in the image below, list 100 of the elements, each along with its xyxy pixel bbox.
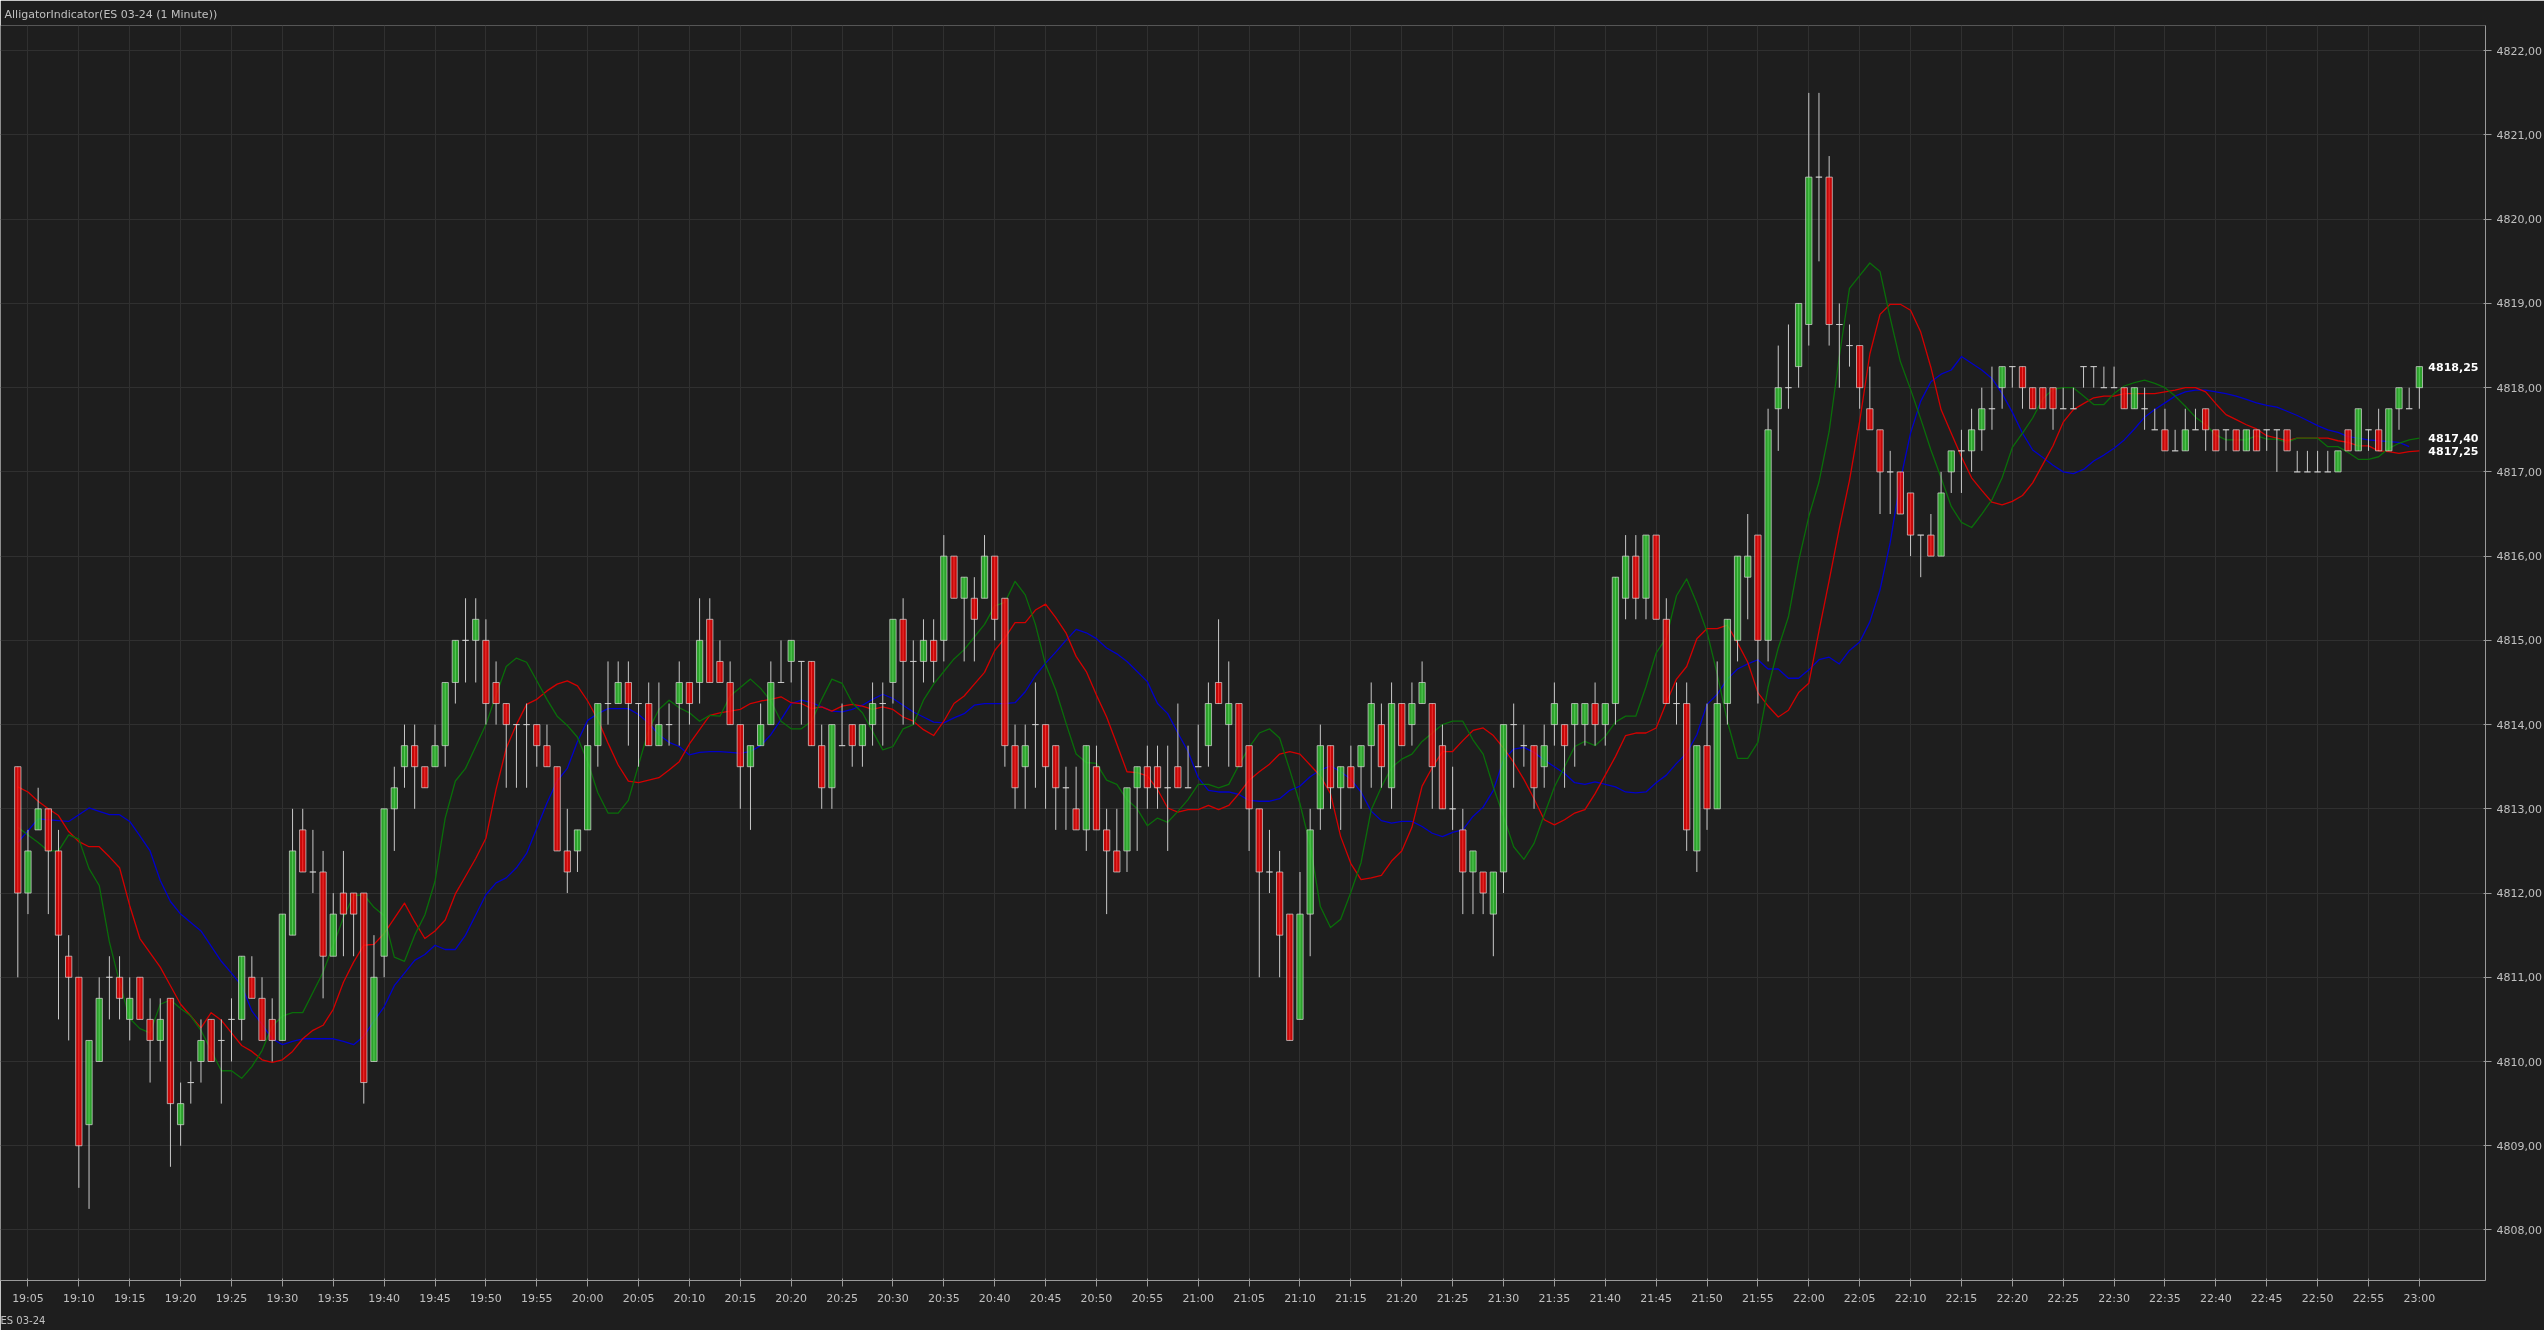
candlestick [685, 681, 694, 726]
candlestick [339, 850, 348, 957]
y-tick-label: 4820,00 [2496, 213, 2542, 227]
candlestick [1957, 429, 1966, 494]
x-tick-label: 21:15 [1335, 1291, 1367, 1305]
candlestick [2334, 450, 2342, 473]
x-tick-label: 22:30 [2098, 1291, 2130, 1305]
candlestick [868, 681, 877, 747]
x-tick-label: 22:15 [1945, 1291, 1978, 1305]
candlestick [431, 724, 439, 768]
candlestick [2415, 366, 2424, 410]
candlestick [970, 576, 979, 662]
x-tick-label: 21:35 [1538, 1291, 1571, 1305]
candlestick [1102, 808, 1111, 915]
candlestick [126, 976, 134, 1041]
candlestick [349, 892, 358, 957]
candlestick [2252, 429, 2261, 452]
x-tick-label: 21:30 [1487, 1291, 1520, 1305]
candlestick [1265, 829, 1274, 894]
candlestick [1601, 703, 1609, 747]
candlestick [2283, 429, 2291, 452]
candlestick [1866, 366, 1874, 431]
y-tick-label: 4812,00 [2496, 887, 2542, 901]
candlestick [563, 808, 571, 894]
candlestick [960, 576, 968, 662]
candlestick [1337, 766, 1345, 831]
candlestick [2120, 387, 2128, 410]
candlestick [502, 703, 510, 789]
candlestick [1418, 660, 1426, 705]
x-tick-label: 19:05 [12, 1291, 44, 1305]
candlestick [146, 997, 154, 1084]
candlestick [655, 681, 663, 747]
candlestick [2303, 450, 2312, 473]
x-tick-label: 22:45 [2250, 1291, 2283, 1305]
candlestick [746, 745, 755, 831]
x-tick-label: 23:00 [2403, 1291, 2436, 1305]
x-tick-label: 21:40 [1589, 1291, 1622, 1305]
candlestick [309, 829, 317, 894]
candlestick [757, 703, 765, 747]
y-tick-label: 4822,00 [2496, 44, 2542, 58]
x-tick-label: 19:50 [470, 1291, 502, 1305]
candlestick [2130, 387, 2139, 410]
candlestick [543, 724, 551, 768]
x-tick-label: 21:05 [1233, 1291, 1265, 1305]
x-tick-label: 19:15 [113, 1291, 146, 1305]
candlestick [2181, 408, 2189, 452]
x-tick-label: 20:25 [826, 1291, 858, 1305]
candlestick [1174, 703, 1182, 789]
candlestick [1347, 745, 1355, 789]
x-tick-label: 20:45 [1029, 1291, 1062, 1305]
candlestick [268, 997, 276, 1063]
candlestick [2242, 429, 2251, 452]
candlestick [2395, 387, 2403, 431]
candlestick [1581, 703, 1589, 747]
x-tick-label: 19:55 [520, 1291, 553, 1305]
candlestick [1408, 681, 1416, 747]
candlestick [573, 829, 582, 873]
x-tick-label: 22:40 [2199, 1291, 2232, 1305]
candlestick [1225, 660, 1233, 768]
candlestick [1591, 681, 1599, 747]
x-tick-label: 22:20 [1996, 1291, 2029, 1305]
x-tick-label: 20:15 [724, 1291, 757, 1305]
x-tick-label: 22:00 [1792, 1291, 1825, 1305]
candlestick [1744, 513, 1752, 620]
y-tick-label: 4808,00 [2496, 1223, 2542, 1237]
x-tick-label: 21:10 [1284, 1291, 1316, 1305]
chart-title: AlligatorIndicator(ES 03-24 (1 Minute)) [4, 7, 218, 21]
x-tick-label: 22:25 [2047, 1291, 2080, 1305]
candlestick [1113, 808, 1121, 873]
candlestick [2039, 387, 2047, 410]
annotation: 4818,25 [2428, 360, 2479, 374]
candlestick [1571, 703, 1579, 768]
x-tick-label: 20:05 [622, 1291, 655, 1305]
x-tick-label: 19:25 [215, 1291, 248, 1305]
candlestick [2018, 366, 2027, 410]
y-tick-label: 4816,00 [2496, 550, 2542, 564]
candlestick [472, 597, 480, 683]
candlestick [1927, 513, 1935, 557]
x-tick-label: 19:10 [63, 1291, 95, 1305]
candlestick [1560, 724, 1569, 789]
candlestick [65, 934, 73, 1041]
x-tick-label: 20:50 [1080, 1291, 1113, 1305]
x-tick-label: 20:00 [571, 1291, 604, 1305]
candlestick [492, 660, 500, 726]
annotation: 4817,25 [2428, 444, 2479, 458]
candlestick [919, 618, 928, 683]
candlestick [2232, 429, 2240, 452]
y-tick-label: 4809,00 [2496, 1139, 2542, 1153]
candlestick [2161, 408, 2169, 452]
candlestick [1469, 850, 1477, 915]
candlestick [400, 724, 409, 789]
candlestick [248, 955, 256, 999]
candlestick [421, 766, 429, 789]
candlestick [390, 766, 398, 852]
candlestick [1133, 766, 1141, 852]
candlestick [2202, 408, 2210, 452]
x-tick-label: 21:20 [1385, 1291, 1418, 1305]
x-tick-label: 22:35 [2149, 1291, 2181, 1305]
candlestick [1947, 450, 1955, 494]
candlestick [1153, 745, 1162, 810]
